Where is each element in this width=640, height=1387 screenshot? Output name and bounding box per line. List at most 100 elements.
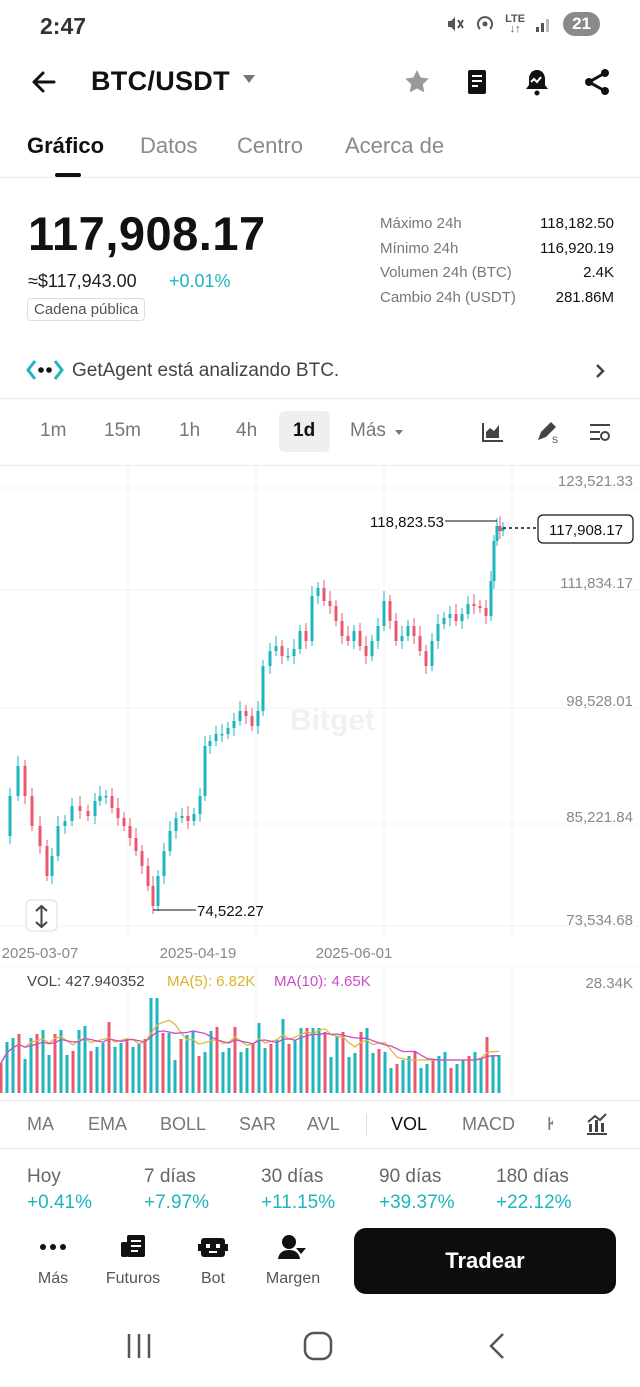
indicator-ema[interactable]: EMA	[88, 1114, 128, 1134]
price-alert-bell-icon[interactable]	[521, 66, 553, 98]
volume-bar	[65, 1055, 69, 1093]
candle-body	[388, 601, 392, 621]
indicator-kdj[interactable]: K	[547, 1114, 553, 1135]
indicator-sar[interactable]: SAR	[239, 1114, 277, 1134]
interval-15m[interactable]: 15m	[104, 420, 141, 441]
volume-bar	[287, 1044, 291, 1093]
interval-4h[interactable]: 4h	[236, 420, 258, 441]
candle-body	[8, 796, 12, 836]
tab-grafico[interactable]: Gráfico	[27, 133, 105, 158]
bottom-nav-futuros[interactable]: Futuros	[95, 1234, 171, 1288]
recent-apps-icon[interactable]	[125, 1332, 153, 1360]
getagent-banner[interactable]: GetAgent está analizando BTC.	[0, 346, 640, 396]
indicator-boll[interactable]: BOLL	[160, 1114, 207, 1134]
candle-body	[280, 646, 284, 656]
volume-bar	[407, 1056, 411, 1093]
indicator-ma[interactable]: MA	[27, 1114, 54, 1134]
volume-bar	[305, 1028, 309, 1093]
indicator-avl[interactable]: AVL	[307, 1114, 340, 1134]
candle-body	[192, 814, 196, 821]
vertical-expand-icon	[35, 904, 48, 929]
candle-body	[292, 649, 296, 656]
volume-bar	[239, 1052, 243, 1093]
stat-label: Mínimo 24h	[380, 239, 459, 257]
candle-body	[16, 766, 20, 796]
drawing-tool-icon[interactable]: S	[535, 420, 559, 444]
tab-acerca-de[interactable]: Acerca de	[345, 133, 445, 158]
candle-body	[268, 651, 272, 666]
bottom-nav-bot[interactable]: Bot	[175, 1234, 251, 1288]
divider	[0, 465, 640, 466]
volume-bar	[395, 1064, 399, 1093]
bottom-action-bar: Más Futuros Bot Margen Tradear	[0, 1228, 640, 1298]
volume-bar	[383, 1052, 387, 1093]
trading-pair-title[interactable]: BTC/USDT	[91, 66, 230, 96]
volume-bar	[233, 1027, 237, 1093]
share-icon[interactable]	[581, 66, 613, 98]
more-dots-icon	[40, 1244, 66, 1250]
time-axis-label: 2025-06-01	[316, 945, 393, 962]
candle-body	[492, 541, 496, 581]
candle-body	[23, 766, 27, 796]
last-price: 117,908.17	[28, 207, 266, 260]
bottom-nav-label: Margen	[265, 1270, 321, 1287]
candle-body	[352, 631, 356, 641]
public-chain-badge[interactable]: Cadena pública	[27, 298, 146, 321]
interval-1d[interactable]: 1d	[293, 420, 316, 441]
interval-1h[interactable]: 1h	[179, 420, 201, 441]
home-icon[interactable]	[303, 1331, 333, 1361]
back-arrow-icon[interactable]	[28, 66, 60, 98]
volume-bar	[251, 1044, 255, 1093]
time-axis-label: 2025-03-07	[2, 945, 79, 962]
volume-bar	[203, 1052, 207, 1093]
volume-bar	[353, 1053, 357, 1093]
candle-body	[460, 614, 464, 621]
stat-row: Cambio 24h (USDT) 281.86M	[380, 289, 614, 314]
more-caret-icon[interactable]	[395, 430, 403, 435]
candle-body	[156, 876, 160, 906]
volume-bar	[293, 1040, 297, 1093]
performance-period: Hoy	[27, 1166, 61, 1187]
back-nav-icon[interactable]	[485, 1332, 509, 1360]
indicator-divider	[366, 1114, 367, 1136]
indicator-macd[interactable]: MACD	[462, 1114, 515, 1134]
performance-item: 7 días +7.97%	[144, 1166, 209, 1214]
volume-chart[interactable]: VOL: 427.940352 MA(5): 6.82K MA(10): 4.6…	[0, 966, 640, 1098]
price-axis-label: 85,221.84	[566, 809, 633, 826]
volume-bar	[473, 1052, 477, 1093]
chart-grid	[0, 466, 640, 936]
book-icon[interactable]	[461, 66, 493, 98]
indicator-vol[interactable]: VOL	[391, 1114, 428, 1134]
candlestick-chart[interactable]: Bitget 123,521.33 111,834.17 98,528.01 8…	[0, 466, 640, 964]
volume-bar	[95, 1047, 99, 1093]
favorite-star-icon[interactable]	[401, 66, 433, 98]
tab-centro[interactable]: Centro	[237, 133, 304, 158]
interval-1m[interactable]: 1m	[40, 420, 67, 441]
indicator-settings-icon[interactable]	[585, 1112, 609, 1136]
candle-body	[478, 606, 482, 608]
volume-bar	[323, 1032, 327, 1093]
volume-bar	[89, 1051, 93, 1093]
candle-body	[214, 734, 218, 741]
performance-value: +0.41%	[27, 1192, 92, 1213]
bottom-nav-mas[interactable]: Más	[15, 1234, 91, 1288]
volume-bar	[0, 1063, 3, 1093]
system-nav-bar	[0, 1318, 640, 1374]
interval-more[interactable]: Más	[350, 420, 386, 441]
chart-type-icon[interactable]	[481, 420, 505, 444]
candle-body	[418, 636, 422, 651]
candle-body	[45, 846, 49, 876]
volume-bar	[443, 1052, 447, 1093]
tab-datos[interactable]: Datos	[140, 133, 198, 158]
candle-body	[472, 604, 476, 606]
chart-settings-icon[interactable]	[588, 420, 612, 444]
volume-bar	[197, 1056, 201, 1093]
trade-button[interactable]: Tradear	[354, 1228, 616, 1294]
pair-dropdown-caret-icon[interactable]	[243, 75, 255, 83]
candle-body	[50, 856, 54, 876]
watermark-text: Bitget	[290, 704, 375, 737]
price-axis-label: 98,528.01	[566, 693, 633, 710]
bottom-nav-margen[interactable]: Margen	[255, 1234, 331, 1288]
candle-body	[208, 741, 212, 746]
divider	[0, 1100, 640, 1101]
